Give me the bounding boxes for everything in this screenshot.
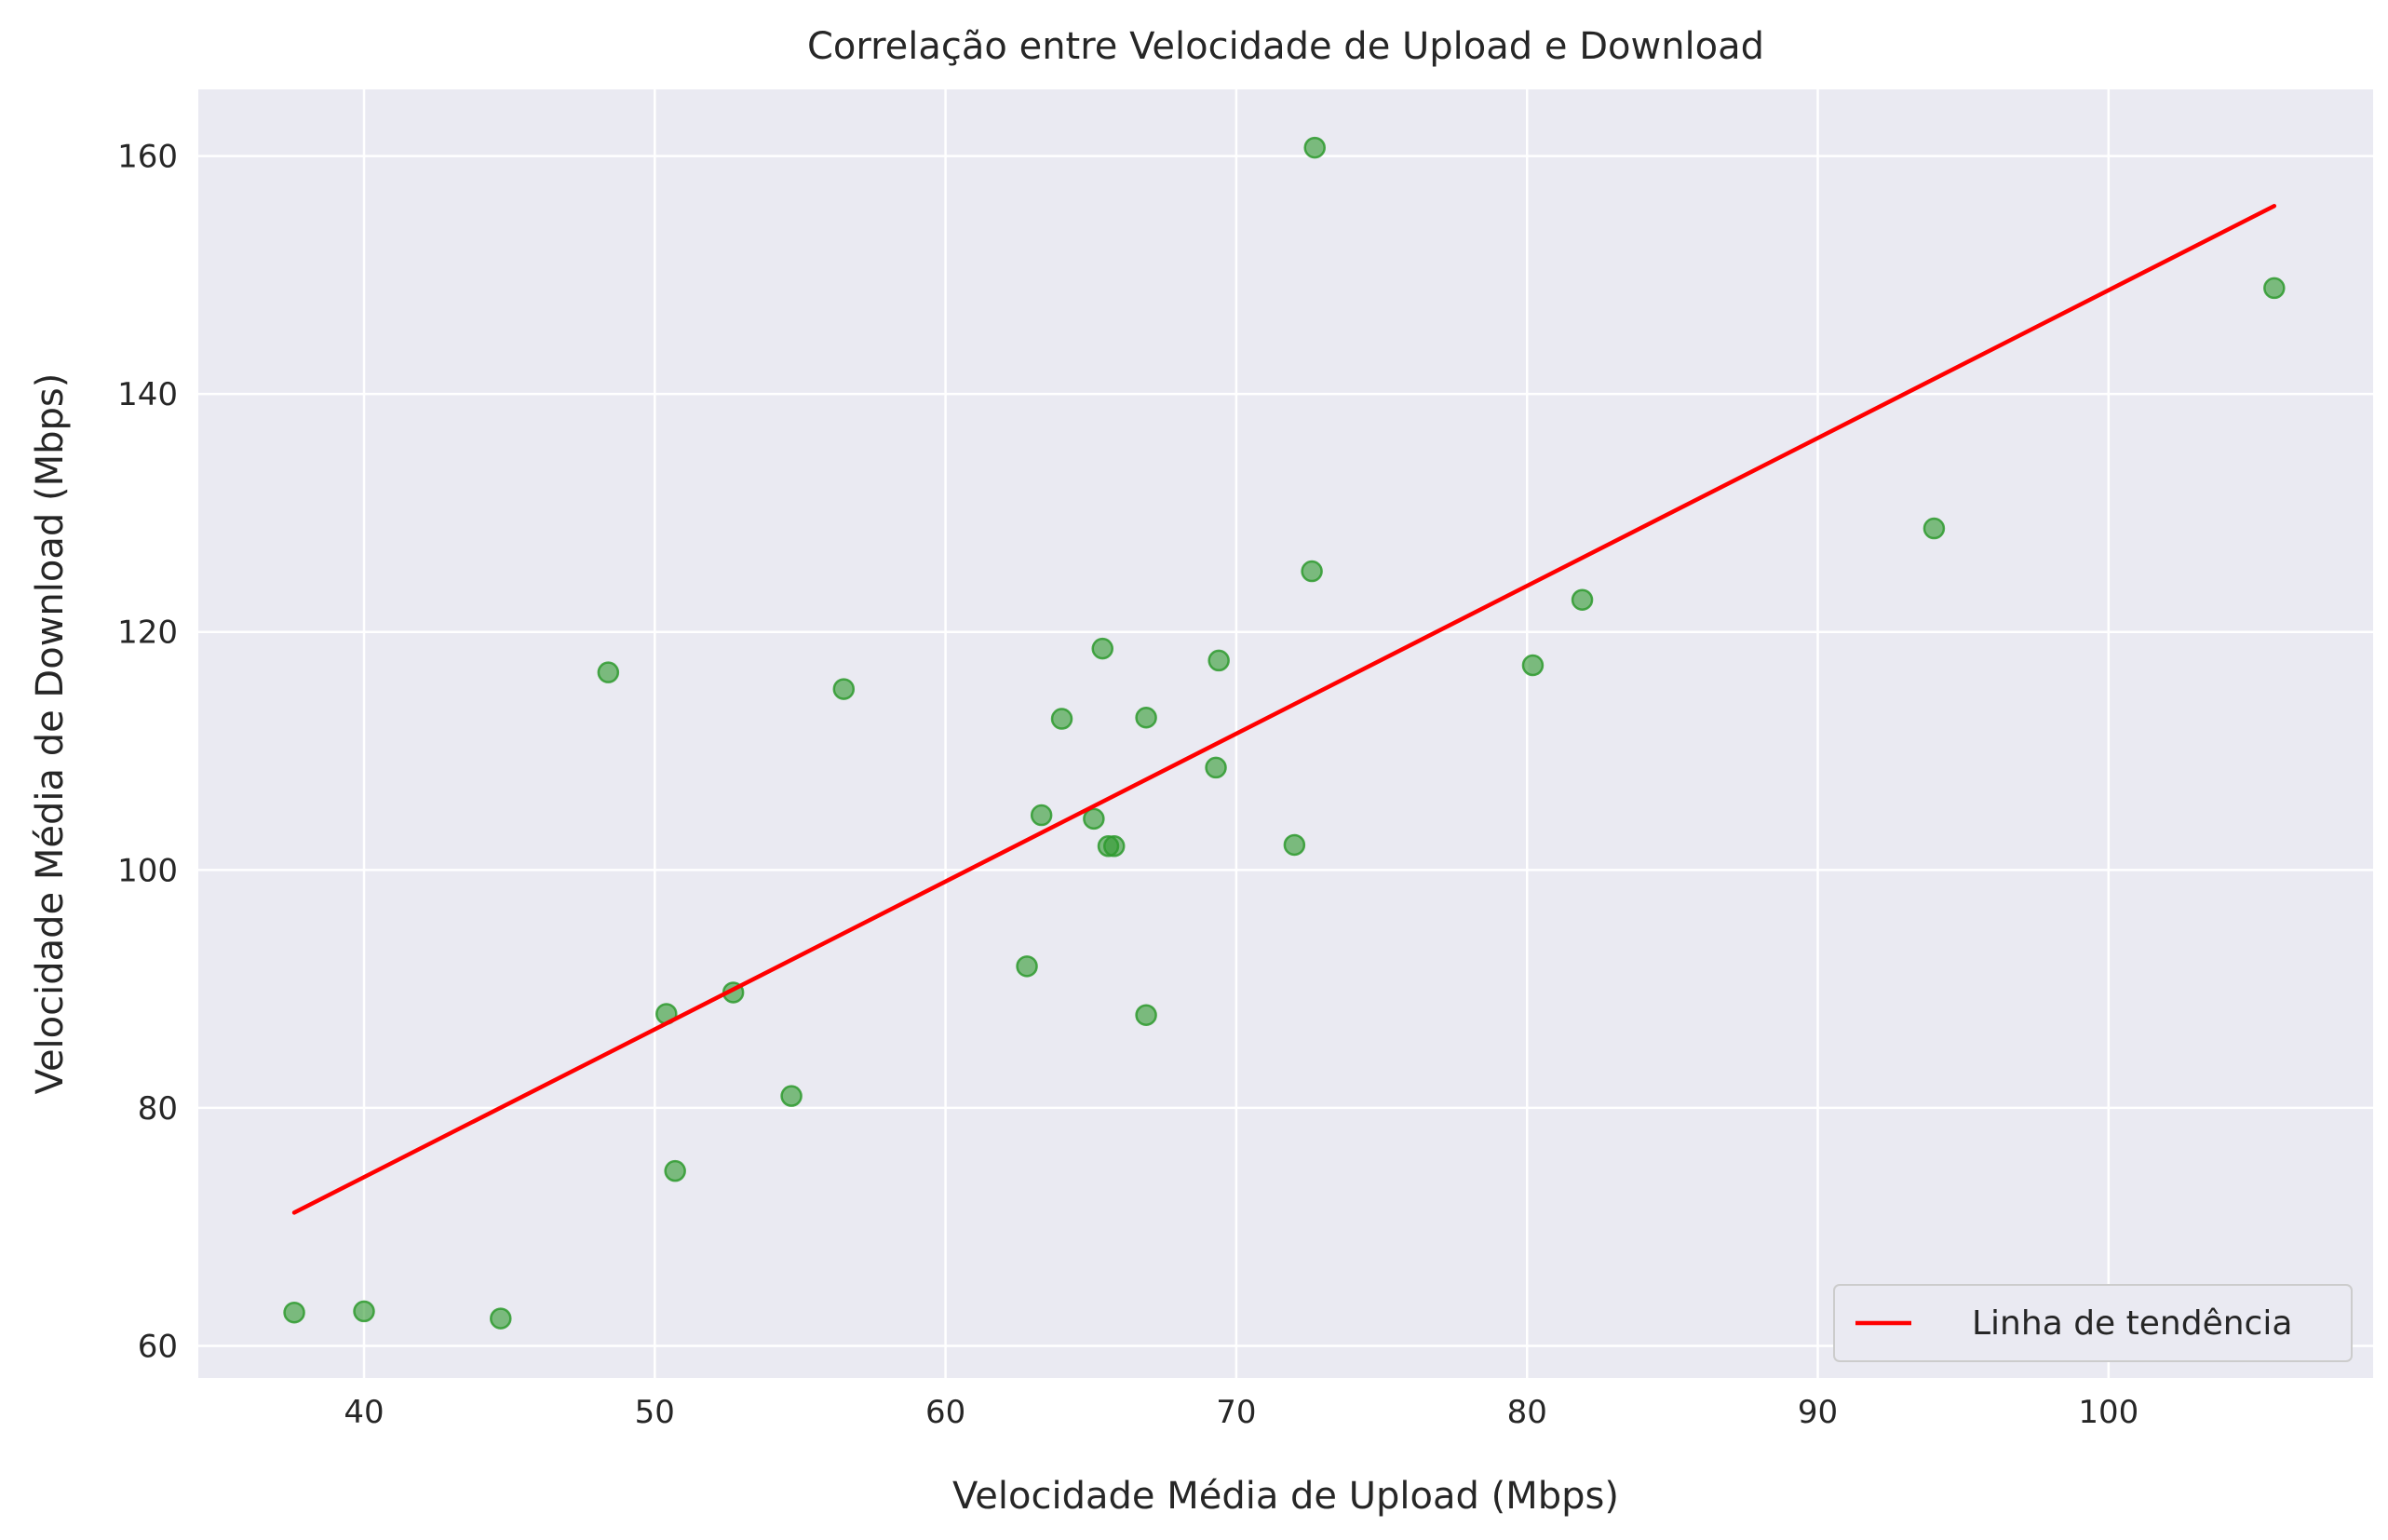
data-point — [1050, 708, 1073, 730]
data-point — [1571, 588, 1594, 611]
x-axis-label: Velocidade Média de Upload (Mbps) — [952, 1475, 1619, 1518]
data-point — [1207, 649, 1230, 672]
y-tick-label: 120 — [117, 615, 178, 652]
data-point — [1301, 560, 1323, 583]
chart-title: Correlação entre Velocidade de Upload e … — [807, 25, 1764, 68]
data-point — [1016, 955, 1038, 978]
data-points — [283, 136, 2286, 1330]
data-point — [283, 1301, 305, 1324]
grid-lines — [198, 89, 2373, 1378]
x-tick-label: 100 — [2078, 1394, 2138, 1431]
x-tick-labels: 40 50 60 70 80 90 100 — [344, 1394, 2138, 1431]
data-point — [490, 1307, 512, 1330]
legend: Linha de tendência — [1833, 1284, 2353, 1362]
x-tick-label: 70 — [1216, 1394, 1256, 1431]
legend-box — [1833, 1284, 2353, 1362]
y-tick-label: 100 — [117, 852, 178, 889]
data-point — [832, 678, 856, 700]
y-tick-labels: 60 80 100 120 140 160 — [117, 139, 178, 1366]
data-point — [1030, 804, 1053, 827]
data-point — [2263, 277, 2286, 300]
data-point — [1083, 807, 1105, 831]
x-tick-label: 90 — [1798, 1394, 1838, 1431]
y-tick-label: 160 — [117, 139, 178, 176]
data-point — [1102, 835, 1126, 858]
y-axis-label: Velocidade Média de Download (Mbps) — [29, 373, 72, 1095]
x-tick-label: 80 — [1507, 1394, 1547, 1431]
data-point — [664, 1159, 686, 1182]
y-tick-label: 60 — [138, 1328, 178, 1365]
data-point — [1283, 833, 1306, 857]
x-tick-label: 40 — [344, 1394, 384, 1431]
y-tick-label: 80 — [138, 1090, 178, 1128]
data-point — [353, 1300, 375, 1323]
data-point — [1135, 706, 1157, 729]
data-point — [1091, 637, 1114, 660]
data-point — [780, 1085, 803, 1107]
x-tick-label: 60 — [925, 1394, 965, 1431]
data-point — [1135, 1004, 1157, 1026]
legend-label: Linha de tendência — [1972, 1304, 2292, 1343]
data-point — [1521, 654, 1545, 677]
plot-area — [198, 89, 2373, 1378]
data-point — [1205, 756, 1227, 779]
data-point — [1303, 136, 1326, 159]
y-tick-label: 140 — [117, 376, 178, 413]
trend-line — [291, 203, 2277, 1215]
x-tick-label: 50 — [635, 1394, 675, 1431]
data-point — [597, 661, 620, 683]
data-point — [1923, 517, 1946, 540]
